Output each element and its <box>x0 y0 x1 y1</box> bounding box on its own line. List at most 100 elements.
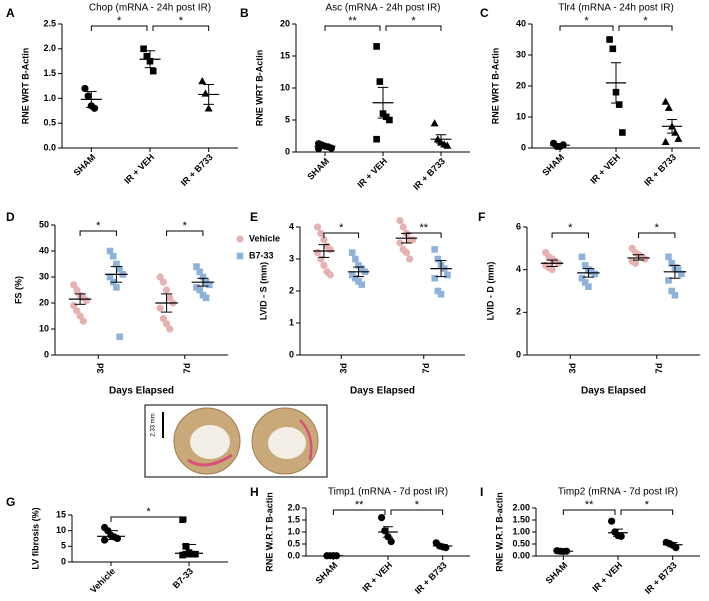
data-point <box>672 544 680 552</box>
data-point <box>661 137 670 145</box>
data-point <box>113 284 120 291</box>
data-point <box>79 317 87 325</box>
data-point <box>199 273 207 281</box>
panel-letter: F <box>478 210 485 224</box>
data-point <box>326 245 334 253</box>
data-point <box>671 128 680 136</box>
y-tick-label: 40 <box>516 18 526 28</box>
significance-bracket <box>166 230 204 236</box>
significance-bracket <box>323 232 360 238</box>
data-point <box>437 290 445 298</box>
x-tick-label: 7d <box>654 363 664 374</box>
y-tick-label: 6 <box>516 221 521 231</box>
significance-label: ** <box>348 15 357 27</box>
y-tick-label: 2.0 <box>287 502 300 512</box>
panel: A Chop (mRNA - 24h post IR) 0.0 0.5 1.0 1.5 2.… <box>6 3 238 188</box>
x-tick-label: 7d <box>182 363 192 374</box>
data-point <box>434 255 442 263</box>
data-point <box>581 279 589 286</box>
y-tick-label: 20 <box>39 297 49 307</box>
data-point <box>619 129 626 136</box>
chart-title: Chop (mRNA - 24h post IR) <box>89 3 211 14</box>
significance-bracket <box>559 25 614 31</box>
significance-bracket <box>110 516 187 522</box>
y-axis-label: RNE WRT B-Actin <box>254 50 264 127</box>
significance-label: ** <box>419 222 428 234</box>
data-point <box>665 253 672 261</box>
data-point <box>320 236 328 244</box>
significance-label: * <box>183 220 188 232</box>
data-point <box>106 273 114 281</box>
data-point <box>166 325 174 333</box>
data-point <box>320 261 328 269</box>
panel: C Tlr4 (mRNA - 24h post IR) 0 10 20 30 40 RNE W… <box>480 3 700 188</box>
panel: F 0 2 4 6 LVID - D (mm) 3d 7d Days Elapsed * * <box>478 210 700 397</box>
y-tick-label: 10 <box>516 111 526 121</box>
x-axis-label: Days Elapsed <box>109 386 174 397</box>
y-tick-label: 1.5 <box>287 514 300 524</box>
panel-letter: A <box>6 6 15 20</box>
data-point <box>431 274 438 282</box>
data-point <box>443 141 452 149</box>
data-point <box>381 527 389 535</box>
y-tick-label: 2.00 <box>512 502 530 512</box>
y-tick-label: 10 <box>56 525 66 535</box>
significance-label: ** <box>585 499 594 511</box>
y-tick-label: 0.0 <box>43 142 56 152</box>
y-tick-label: 10 <box>39 323 49 333</box>
y-tick-label: 30 <box>39 271 49 281</box>
x-tick-label: SHAM <box>540 152 566 178</box>
panel-letter: G <box>6 495 15 509</box>
chart-title: Asc (mRNA - 24h post IR) <box>325 3 440 14</box>
data-point <box>156 273 164 281</box>
data-point <box>444 271 451 279</box>
data-point <box>609 45 617 53</box>
y-tick-label: 1.00 <box>512 526 530 536</box>
y-tick-label: 5 <box>61 541 66 551</box>
significance-bracket <box>332 509 386 515</box>
data-point <box>116 265 123 273</box>
data-point <box>317 229 325 237</box>
x-tick-label: 3d <box>568 363 578 374</box>
y-tick-label: 0 <box>44 349 49 359</box>
data-point <box>143 52 151 60</box>
y-axis-label: LVID - S (mm) <box>258 262 268 320</box>
significance-label: * <box>643 15 648 27</box>
y-tick-label: 3 <box>289 253 294 263</box>
significance-label: * <box>655 222 660 234</box>
data-point <box>313 223 322 231</box>
data-point <box>70 281 78 289</box>
data-point <box>182 550 190 558</box>
y-tick-label: 2 <box>289 285 294 295</box>
significance-bracket <box>79 230 117 236</box>
panel: I Timp2 (mRNA - 7d post IR) 0.00 0.50 1.00 1.… <box>480 485 700 596</box>
significance-label: * <box>96 220 101 232</box>
legend-label: B7-33 <box>249 250 274 260</box>
data-point <box>585 283 592 291</box>
y-tick-label: 0 <box>521 142 526 152</box>
y-tick-label: 5 <box>285 114 290 124</box>
significance-bracket <box>405 232 442 238</box>
significance-label: * <box>645 499 650 511</box>
chart-title: Timp1 (mRNA - 7d post IR) <box>328 487 448 498</box>
y-tick-label: 0.0 <box>287 550 300 560</box>
data-point <box>668 287 676 295</box>
data-point <box>665 277 672 284</box>
data-point <box>409 236 417 244</box>
data-point <box>352 255 359 263</box>
y-tick-label: 0.5 <box>287 538 300 548</box>
y-tick-label: 0 <box>61 556 66 566</box>
y-tick-label: 1.50 <box>512 514 530 524</box>
panel-letter: I <box>480 485 483 499</box>
significance-label: ** <box>355 499 364 511</box>
y-tick-label: 1.0 <box>287 526 300 536</box>
panel-letter: H <box>250 485 259 499</box>
data-point <box>396 217 404 225</box>
x-axis-label: Days Elapsed <box>350 386 415 397</box>
data-point <box>674 266 682 273</box>
significance-label: * <box>411 15 416 27</box>
data-point <box>578 253 586 261</box>
data-point <box>101 536 109 544</box>
data-point <box>615 101 623 108</box>
